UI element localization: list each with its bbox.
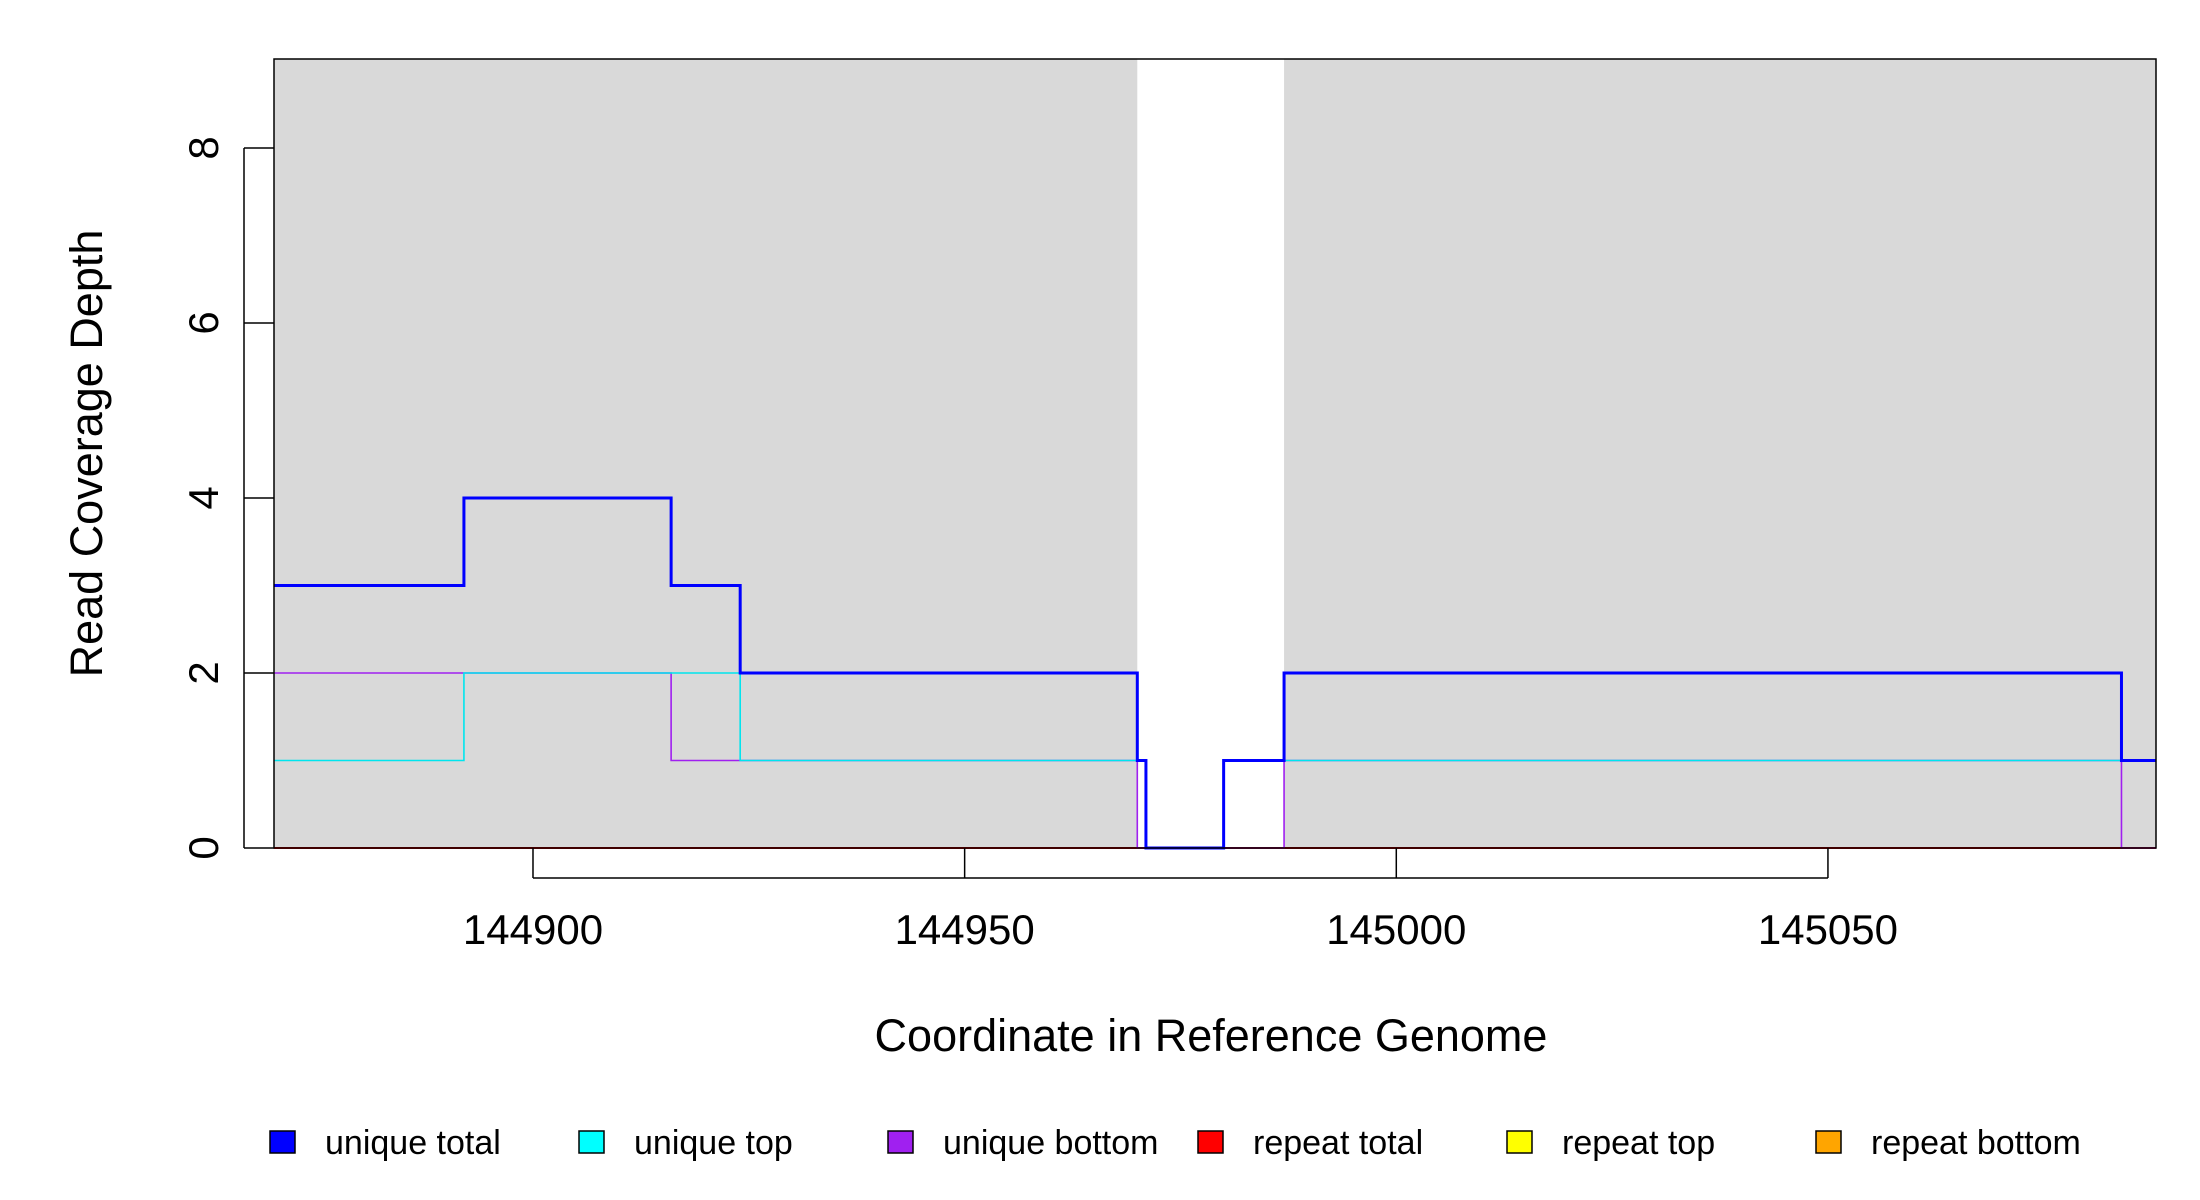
shaded-region-right — [1284, 59, 2156, 848]
x-tick-label: 145050 — [1758, 906, 1898, 953]
legend-label: unique total — [325, 1124, 501, 1162]
legend-item: repeat top — [1506, 1124, 1715, 1162]
y-axis-title: Read Coverage Depth — [61, 230, 112, 678]
y-tick-label: 8 — [180, 136, 227, 159]
plot-frame — [273, 58, 2157, 849]
x-tick-label: 145000 — [1326, 906, 1466, 953]
legend-item: unique top — [578, 1124, 793, 1162]
x-axis: 144900 144950 145000 145050 — [463, 848, 1898, 953]
legend-label: unique top — [634, 1124, 793, 1162]
x-tick-label: 144900 — [463, 906, 603, 953]
legend-label: repeat top — [1562, 1124, 1715, 1162]
legend-swatch — [1197, 1130, 1224, 1154]
legend-item: repeat total — [1197, 1124, 1423, 1162]
legend-item: repeat bottom — [1815, 1124, 2081, 1162]
series-unique-total — [274, 496, 2156, 850]
shaded-region-left — [274, 59, 1138, 848]
legend-item: unique total — [269, 1124, 501, 1162]
legend-item: unique bottom — [887, 1124, 1159, 1162]
legend-swatch — [578, 1130, 605, 1154]
y-tick-label: 2 — [180, 661, 227, 684]
y-tick-label: 0 — [180, 836, 227, 859]
legend-swatch — [1815, 1130, 1842, 1154]
y-axis: 0 2 4 6 8 — [180, 136, 274, 860]
legend-label: repeat bottom — [1871, 1124, 2081, 1162]
legend-swatch — [1506, 1130, 1533, 1154]
legend-swatch — [269, 1130, 296, 1154]
x-tick-label: 144950 — [895, 906, 1035, 953]
x-axis-title: Coordinate in Reference Genome — [875, 1010, 1548, 1061]
legend-label: unique bottom — [943, 1124, 1159, 1162]
legend-swatch — [887, 1130, 914, 1154]
plot-background — [274, 59, 2156, 848]
y-tick-label: 4 — [180, 486, 227, 509]
y-tick-label: 6 — [180, 311, 227, 334]
legend-label: repeat total — [1253, 1124, 1423, 1162]
legend: unique total unique top unique bottom repea… — [269, 1124, 2081, 1162]
